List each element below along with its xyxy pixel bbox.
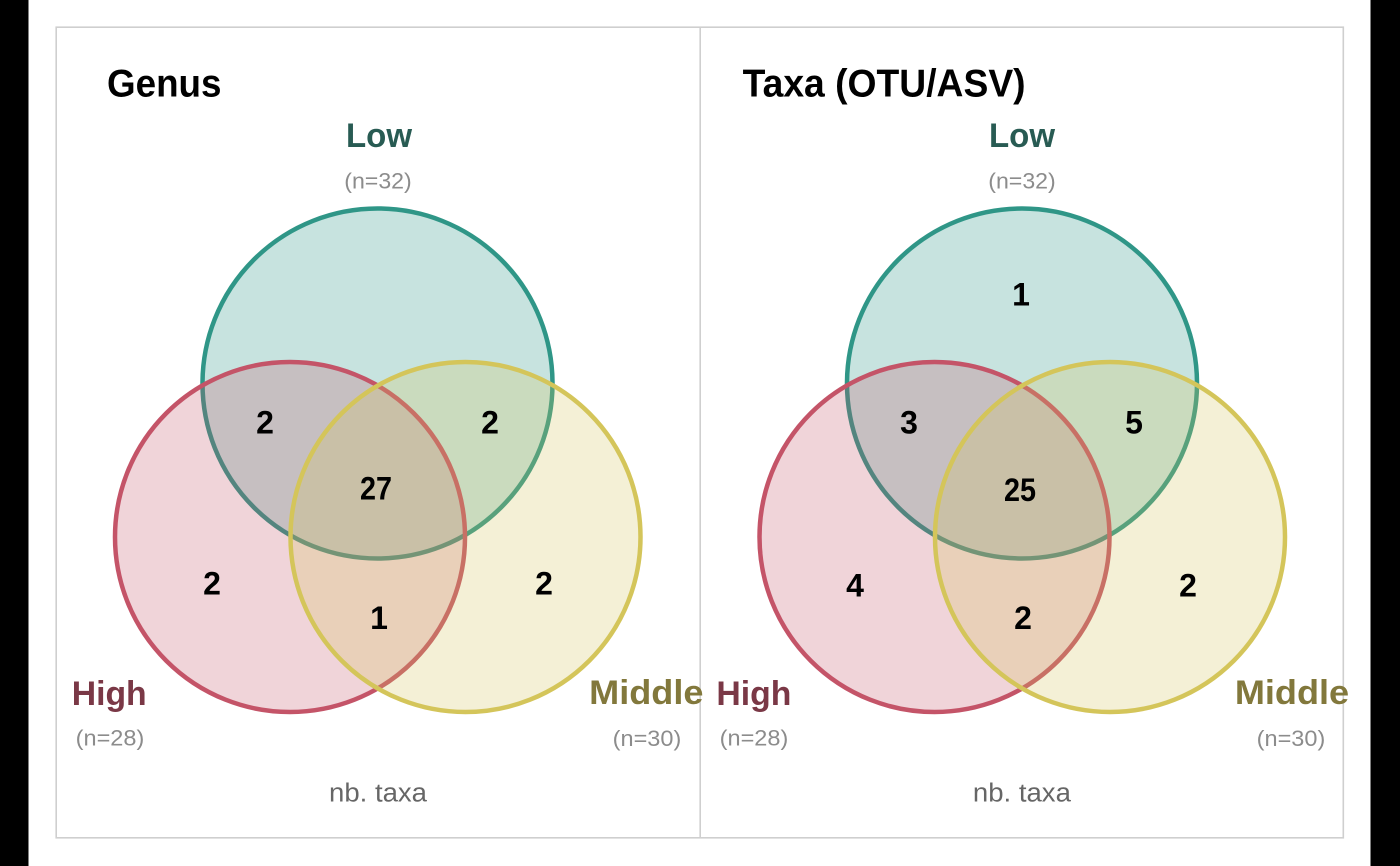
svg-text:3: 3	[900, 405, 918, 441]
svg-text:4: 4	[846, 568, 864, 604]
svg-text:Genus: Genus	[107, 62, 222, 105]
svg-text:nb. taxa: nb. taxa	[973, 779, 1072, 807]
svg-text:nb. taxa: nb. taxa	[329, 779, 428, 807]
svg-text:(n=30): (n=30)	[613, 726, 682, 751]
svg-text:Low: Low	[346, 117, 413, 155]
svg-text:(n=32): (n=32)	[988, 169, 1056, 194]
svg-text:1: 1	[1012, 277, 1030, 313]
svg-text:High: High	[72, 675, 147, 713]
svg-text:(n=32): (n=32)	[344, 169, 412, 194]
svg-text:2: 2	[481, 405, 499, 441]
svg-text:(n=28): (n=28)	[720, 726, 789, 751]
svg-text:(n=28): (n=28)	[76, 726, 145, 751]
svg-text:Taxa (OTU/ASV): Taxa (OTU/ASV)	[743, 62, 1026, 105]
svg-text:2: 2	[1014, 600, 1032, 636]
svg-text:2: 2	[256, 405, 274, 441]
svg-text:5: 5	[1125, 405, 1143, 441]
svg-text:25: 25	[1004, 472, 1036, 508]
svg-text:Middle: Middle	[1235, 674, 1349, 712]
svg-text:2: 2	[535, 566, 553, 602]
svg-text:(n=30): (n=30)	[1257, 726, 1326, 751]
svg-text:Middle: Middle	[589, 674, 703, 712]
svg-text:2: 2	[203, 566, 221, 602]
svg-text:Low: Low	[989, 117, 1056, 155]
svg-text:High: High	[716, 675, 791, 713]
svg-text:2: 2	[1179, 568, 1197, 604]
svg-text:27: 27	[360, 471, 392, 507]
svg-text:1: 1	[370, 600, 388, 636]
